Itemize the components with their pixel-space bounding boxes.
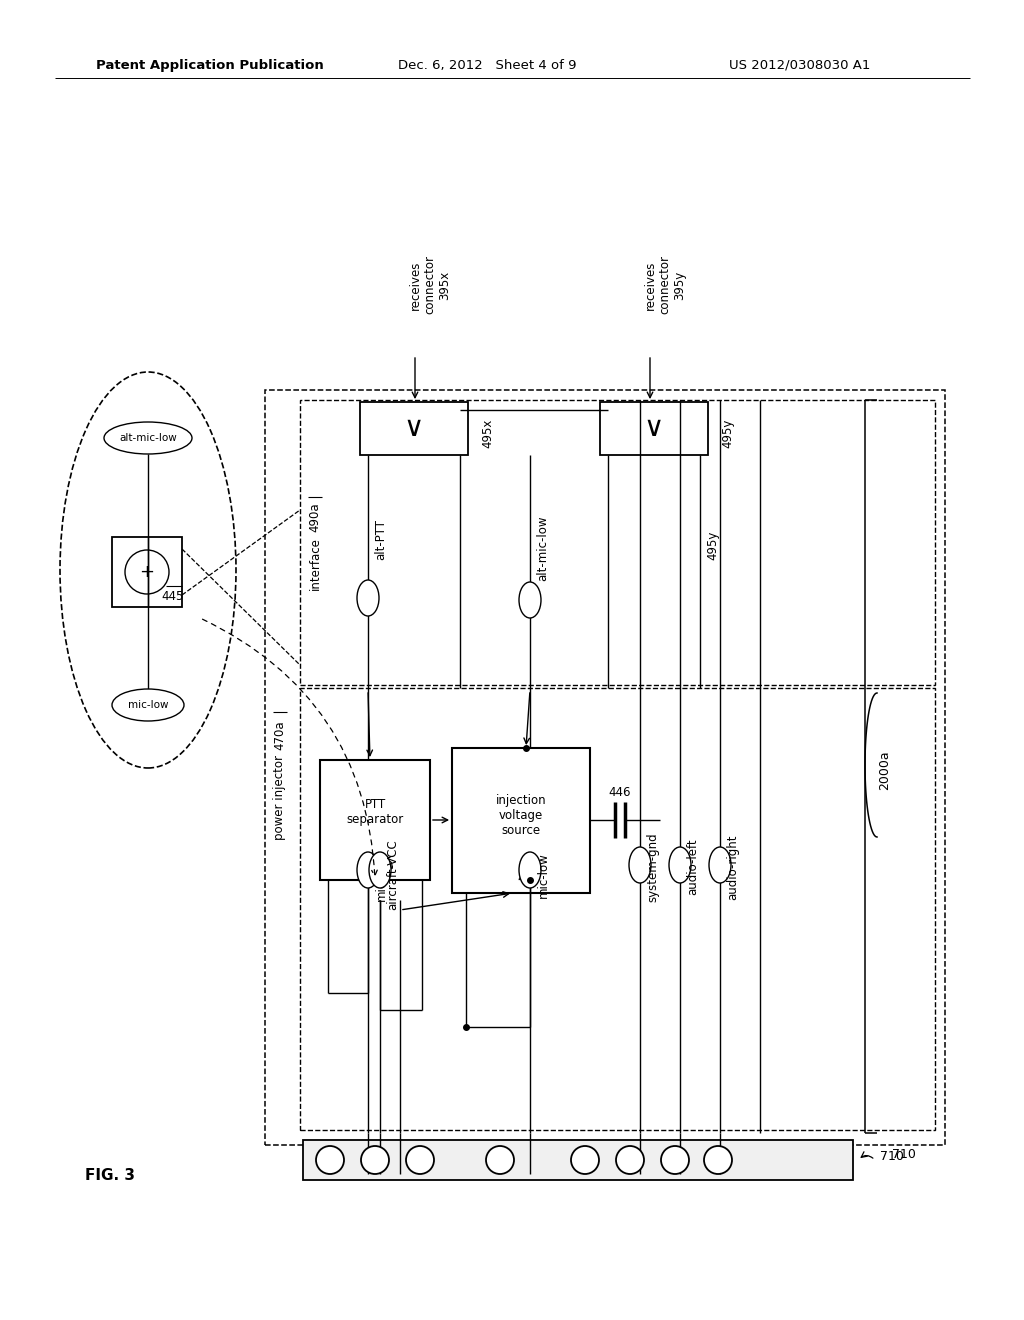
Text: receives
connector
395y: receives connector 395y: [643, 256, 686, 314]
Text: audio-left: audio-left: [686, 838, 699, 895]
Text: Patent Application Publication: Patent Application Publication: [96, 58, 324, 71]
Ellipse shape: [369, 851, 391, 888]
Text: Dec. 6, 2012   Sheet 4 of 9: Dec. 6, 2012 Sheet 4 of 9: [397, 58, 577, 71]
Ellipse shape: [104, 422, 193, 454]
Text: audio-right: audio-right: [726, 834, 739, 900]
Text: injection
voltage
source: injection voltage source: [496, 795, 547, 837]
Ellipse shape: [709, 847, 731, 883]
Text: interface: interface: [308, 537, 322, 590]
Bar: [360, 403, 468, 455]
Text: system-gnd: system-gnd: [646, 832, 659, 902]
Text: US 2012/0308030 A1: US 2012/0308030 A1: [729, 58, 870, 71]
Ellipse shape: [357, 851, 379, 888]
Bar: [319, 760, 430, 880]
Ellipse shape: [629, 847, 651, 883]
Bar: [112, 537, 182, 607]
Text: 495y: 495y: [707, 531, 720, 560]
Ellipse shape: [357, 579, 379, 616]
Ellipse shape: [519, 582, 541, 618]
Text: 445: 445: [518, 873, 541, 884]
Text: PTT
separator: PTT separator: [346, 799, 403, 826]
Text: alt-PTT: alt-PTT: [375, 520, 387, 561]
Ellipse shape: [669, 847, 691, 883]
Text: receives
connector
395x: receives connector 395x: [409, 256, 452, 314]
Bar: [452, 748, 590, 894]
Circle shape: [406, 1146, 434, 1173]
Circle shape: [662, 1146, 689, 1173]
Ellipse shape: [112, 689, 184, 721]
Circle shape: [705, 1146, 732, 1173]
Text: 490a: 490a: [308, 502, 322, 532]
Text: alt-mic-low: alt-mic-low: [537, 515, 550, 581]
Bar: [300, 400, 935, 685]
Text: 470a: 470a: [273, 721, 287, 750]
Text: 445: 445: [162, 590, 184, 603]
Text: 495y: 495y: [722, 418, 734, 449]
Bar: [265, 389, 945, 1144]
Text: ∨: ∨: [644, 414, 665, 442]
Text: 710: 710: [880, 1151, 904, 1163]
Text: mic-low: mic-low: [128, 700, 168, 710]
Text: 450: 450: [372, 859, 394, 873]
Bar: [300, 688, 935, 1130]
Text: 495x: 495x: [481, 418, 495, 449]
Bar: [600, 403, 708, 455]
Circle shape: [486, 1146, 514, 1173]
Circle shape: [361, 1146, 389, 1173]
Text: mic-high: mic-high: [375, 849, 387, 900]
Text: alt-mic-low: alt-mic-low: [119, 433, 177, 444]
Text: power injector: power injector: [273, 755, 287, 840]
Text: 710: 710: [892, 1148, 915, 1162]
Circle shape: [316, 1146, 344, 1173]
Text: 446: 446: [608, 785, 631, 799]
Text: mic-low: mic-low: [537, 853, 550, 898]
Text: ∨: ∨: [403, 414, 424, 442]
Text: 2000a: 2000a: [879, 750, 892, 789]
Text: aircraft-VCC: aircraft-VCC: [386, 840, 399, 911]
Circle shape: [571, 1146, 599, 1173]
Bar: [303, 1140, 853, 1180]
Text: +: +: [139, 564, 155, 581]
Ellipse shape: [519, 851, 541, 888]
Text: FIG. 3: FIG. 3: [85, 1167, 135, 1183]
Circle shape: [616, 1146, 644, 1173]
